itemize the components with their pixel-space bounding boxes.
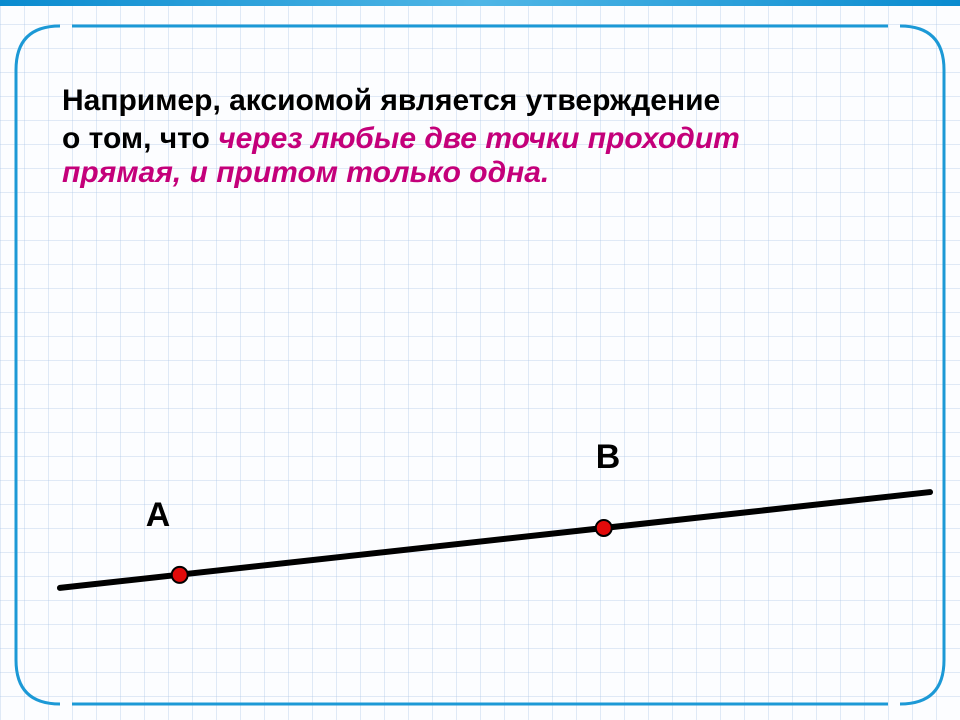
statement-line2-plain: о том, что — [62, 122, 218, 155]
top-edge-bar — [0, 0, 960, 6]
point-label-B: В — [596, 438, 621, 476]
point-label-A: А — [146, 496, 171, 534]
statement-line3-emph: прямая, и притом только одна. — [62, 156, 549, 189]
line-AB — [60, 492, 930, 588]
geometry-diagram: АВ — [42, 380, 940, 670]
statement-line2-emph: через любые две точки проходит — [218, 122, 740, 155]
statement-text: Например, аксиомой является утверждение … — [62, 80, 898, 190]
statement-line1: Например, аксиомой является утверждение — [62, 84, 720, 117]
point-A — [172, 567, 188, 583]
point-B — [596, 520, 612, 536]
diagram-svg: АВ — [42, 380, 940, 670]
